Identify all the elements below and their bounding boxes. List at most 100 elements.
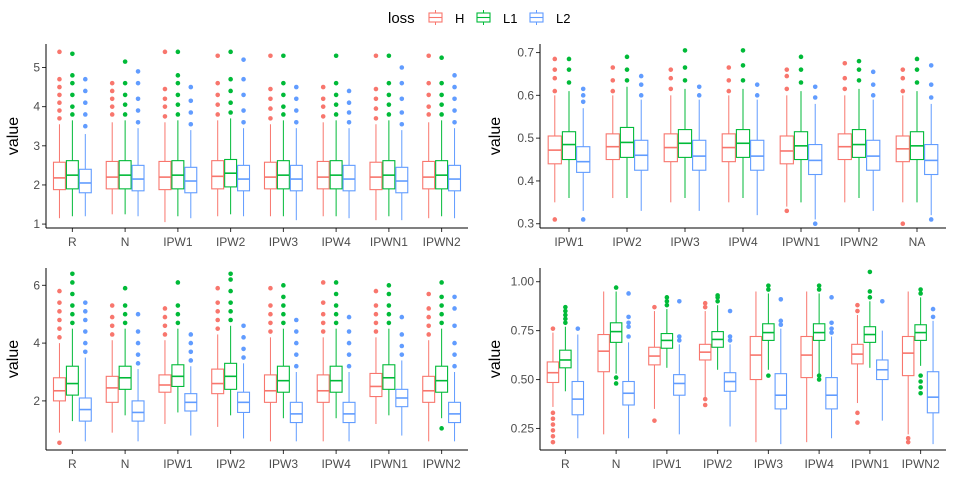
outlier-point [726, 78, 732, 83]
outlier-point [135, 329, 141, 334]
outlier-point [57, 288, 62, 294]
outlier-point [798, 80, 804, 85]
outlier-point [293, 108, 299, 113]
outlier-point [918, 379, 923, 384]
outlier-point [754, 93, 760, 98]
y-axis-title: value [5, 117, 22, 155]
iqr-box [924, 144, 939, 176]
outlier-point [241, 346, 246, 352]
outlier-point [241, 323, 246, 329]
boxplot-l2-ipwn2 [866, 69, 881, 211]
boxplot-l1-ipwn1 [793, 54, 809, 203]
outlier-point [82, 340, 88, 346]
boxplot-h-ipw1 [547, 56, 562, 222]
outlier-point [346, 100, 352, 106]
outlier-point [778, 322, 784, 328]
outlier-point [122, 320, 128, 326]
outlier-point [320, 114, 326, 119]
outlier-point [122, 303, 128, 308]
outlier-point [135, 340, 141, 346]
outlier-point [798, 54, 804, 60]
iqr-box [289, 164, 303, 192]
outlier-point [624, 78, 630, 83]
outlier-point [162, 49, 168, 55]
outlier-point [162, 306, 168, 311]
outlier-point [867, 289, 873, 294]
outlier-point [856, 67, 862, 72]
outlier-point [70, 303, 75, 308]
outlier-point [842, 60, 848, 66]
outlier-point [373, 96, 379, 102]
outlier-point [563, 304, 568, 310]
outlier-point [856, 78, 862, 83]
outlier-point [563, 312, 568, 318]
boxplot-l2-ipwn1 [876, 298, 889, 421]
outlier-point [268, 106, 273, 111]
iqr-box [561, 131, 577, 161]
boxplot-h-n [105, 80, 119, 215]
iqr-box [851, 129, 867, 158]
outlier-point [135, 80, 141, 86]
iqr-box [263, 374, 277, 403]
boxplot-l2-n [131, 69, 145, 217]
x-tick-label: IPW2 [216, 457, 246, 471]
outlier-point [162, 86, 168, 92]
boxplot-l1-n [609, 285, 623, 386]
y-tick-label: 4 [33, 336, 40, 350]
x-tick-label: N [121, 457, 130, 471]
boxplot-l2-r [571, 326, 585, 439]
boxplot-h-ipwn2 [837, 60, 852, 203]
outlier-point [682, 65, 688, 70]
outlier-point [566, 67, 572, 72]
boxplot-h-ipwn1 [369, 53, 383, 221]
boxplot-h-ipw4 [316, 84, 330, 217]
outlier-point [563, 308, 568, 314]
outlier-point [346, 88, 352, 94]
boxplot-h-ipw3 [749, 291, 763, 443]
outlier-point [740, 78, 746, 83]
iqr-box [276, 365, 290, 393]
outlier-point [320, 280, 326, 285]
boxplot-l1-ipwn1 [382, 53, 396, 217]
outlier-point [188, 332, 194, 337]
outlier-point [82, 76, 88, 82]
outlier-point [928, 95, 934, 100]
outlier-point [320, 104, 326, 109]
outlier-point [281, 294, 286, 300]
outlier-point [135, 352, 141, 357]
outlier-point [228, 271, 233, 277]
boxplot-l1-ipw2 [224, 271, 238, 416]
y-tick-label: 0.4 [517, 174, 534, 188]
outlier-point [386, 283, 392, 288]
boxplot-h-ipw1 [158, 49, 172, 223]
iqr-box [926, 371, 940, 414]
iqr-box [808, 144, 823, 176]
outlier-point [452, 323, 457, 329]
iqr-box [65, 365, 79, 396]
boxplot-l1-ipw4 [812, 283, 826, 382]
x-tick-label: IPW3 [670, 235, 700, 249]
x-tick-label: IPW4 [804, 457, 834, 471]
outlier-point [452, 363, 457, 369]
boxplot-l1-n [118, 285, 132, 416]
outlier-point [373, 311, 379, 317]
outlier-point [57, 300, 62, 305]
x-tick-label: IPWN2 [840, 235, 878, 249]
outlier-point [439, 426, 444, 431]
outlier-point [613, 375, 619, 380]
boxplot-l2-ipw3 [289, 84, 303, 221]
x-tick-label: IPW1 [652, 457, 682, 471]
outlier-point [188, 110, 194, 115]
outlier-point [928, 63, 934, 68]
outlier-point [566, 56, 572, 62]
y-tick-label: 5 [33, 60, 40, 74]
boxplot-l1-ipw2 [711, 293, 724, 370]
outlier-point [664, 298, 670, 304]
boxplot-h-ipw2 [211, 53, 225, 217]
iqr-box [52, 161, 66, 191]
outlier-point [346, 340, 352, 346]
outlier-point [914, 67, 920, 72]
boxplot-l1-ipw3 [762, 283, 775, 378]
outlier-point [439, 294, 444, 300]
panel-top-left: 1 2 3 4 5 value R N IPW1 IPW2 IPW3 IPW4 IPWN1 IPWN2 [5, 44, 468, 249]
